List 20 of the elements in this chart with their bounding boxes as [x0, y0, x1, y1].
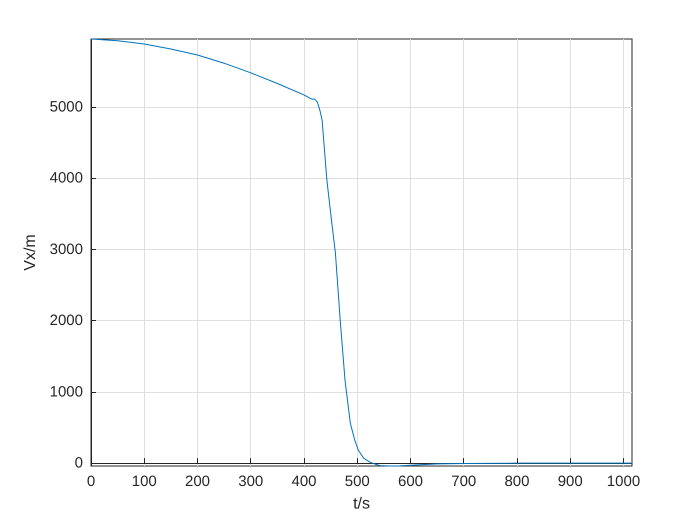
x-tick-label: 800: [504, 473, 530, 490]
x-tick-label: 100: [132, 473, 157, 490]
y-tick-label: 3000: [50, 240, 83, 258]
x-tick-label: 200: [184, 473, 210, 490]
y-tick-label: 0: [74, 454, 83, 472]
y-tick-label: 5000: [50, 98, 83, 116]
y-axis-title: Vx/m: [22, 234, 40, 271]
x-tick-label: 1000: [606, 473, 640, 490]
y-tick-label: 2000: [50, 312, 83, 330]
x-tick-label: 500: [344, 473, 370, 490]
x-tick-label: 900: [558, 473, 583, 490]
x-tick-label: 700: [451, 473, 476, 490]
line-series: [90, 38, 632, 466]
x-tick-label: 300: [238, 473, 264, 490]
y-tick-label: 1000: [50, 383, 83, 400]
x-tick-label: 400: [291, 473, 317, 490]
x-tick-label: 600: [398, 473, 424, 490]
x-axis-title: t/s: [353, 496, 370, 512]
y-tick-label: 4000: [50, 170, 83, 187]
x-tick-label: 0: [86, 473, 96, 490]
